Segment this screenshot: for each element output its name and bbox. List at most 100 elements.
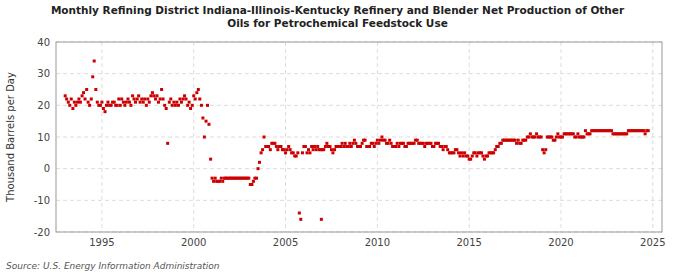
point	[165, 107, 168, 110]
point	[405, 145, 408, 148]
point	[429, 142, 432, 145]
point	[515, 142, 518, 145]
point	[361, 142, 364, 145]
point	[350, 145, 353, 148]
point	[73, 101, 76, 104]
point	[455, 148, 458, 151]
point	[284, 151, 287, 154]
point	[394, 145, 397, 148]
point	[279, 145, 282, 148]
point	[139, 101, 142, 104]
point	[154, 98, 157, 101]
point	[644, 132, 647, 135]
point	[462, 155, 465, 158]
point	[142, 101, 145, 104]
point	[422, 142, 425, 145]
point	[273, 142, 276, 145]
point	[423, 145, 426, 148]
point	[486, 155, 489, 158]
point	[524, 139, 527, 142]
point	[88, 104, 91, 107]
x-tick-label: 2005	[273, 237, 298, 248]
point	[168, 101, 171, 104]
point	[267, 145, 270, 148]
x-grid-line	[652, 42, 653, 232]
point	[162, 98, 165, 101]
point	[258, 161, 261, 164]
point	[379, 139, 382, 142]
y-tick-label: -20	[34, 227, 50, 238]
x-grid-line	[101, 42, 102, 232]
point	[276, 148, 279, 151]
point	[192, 94, 195, 97]
point	[308, 151, 311, 154]
point	[125, 101, 128, 104]
point	[402, 142, 405, 145]
point	[387, 142, 390, 145]
point	[342, 145, 345, 148]
point	[575, 136, 578, 139]
point	[460, 151, 463, 154]
point	[610, 129, 613, 132]
point	[313, 145, 316, 148]
point	[307, 148, 310, 151]
point	[442, 148, 445, 151]
point	[255, 177, 258, 180]
point	[261, 148, 264, 151]
point	[292, 151, 295, 154]
point	[91, 75, 94, 78]
point	[475, 155, 478, 158]
point	[459, 155, 462, 158]
y-grid-line	[56, 168, 662, 169]
point	[347, 145, 350, 148]
point	[123, 104, 126, 107]
point	[100, 101, 103, 104]
point	[497, 145, 500, 148]
point	[163, 104, 166, 107]
y-tick-label: -10	[34, 195, 50, 206]
point	[93, 60, 96, 63]
point	[315, 148, 318, 151]
y-grid-line	[56, 200, 662, 201]
point	[175, 101, 178, 104]
point	[263, 136, 266, 139]
point	[295, 155, 298, 158]
point	[625, 132, 628, 135]
point	[301, 151, 304, 154]
point	[140, 98, 143, 101]
point	[359, 145, 362, 148]
point	[159, 98, 162, 101]
point	[198, 98, 201, 101]
point	[299, 218, 302, 221]
y-tick-label: 40	[37, 37, 50, 48]
point	[189, 107, 192, 110]
point	[195, 91, 198, 94]
point	[178, 98, 181, 101]
x-grid-line	[193, 42, 194, 232]
point	[122, 101, 125, 104]
point	[380, 136, 383, 139]
point	[647, 129, 650, 132]
point	[584, 129, 587, 132]
point	[129, 104, 132, 107]
point	[445, 145, 448, 148]
point	[520, 142, 523, 145]
point	[186, 104, 189, 107]
point	[214, 177, 217, 180]
point	[76, 101, 79, 104]
point	[172, 101, 175, 104]
point	[90, 98, 93, 101]
point	[65, 98, 68, 101]
point	[247, 177, 250, 180]
x-tick-label: 2020	[548, 237, 573, 248]
point	[120, 98, 123, 101]
point	[166, 142, 169, 145]
point	[99, 104, 102, 107]
point	[331, 151, 334, 154]
point	[368, 145, 371, 148]
point	[341, 142, 344, 145]
point	[220, 177, 223, 180]
point	[117, 98, 120, 101]
point	[384, 139, 387, 142]
point	[324, 145, 327, 148]
